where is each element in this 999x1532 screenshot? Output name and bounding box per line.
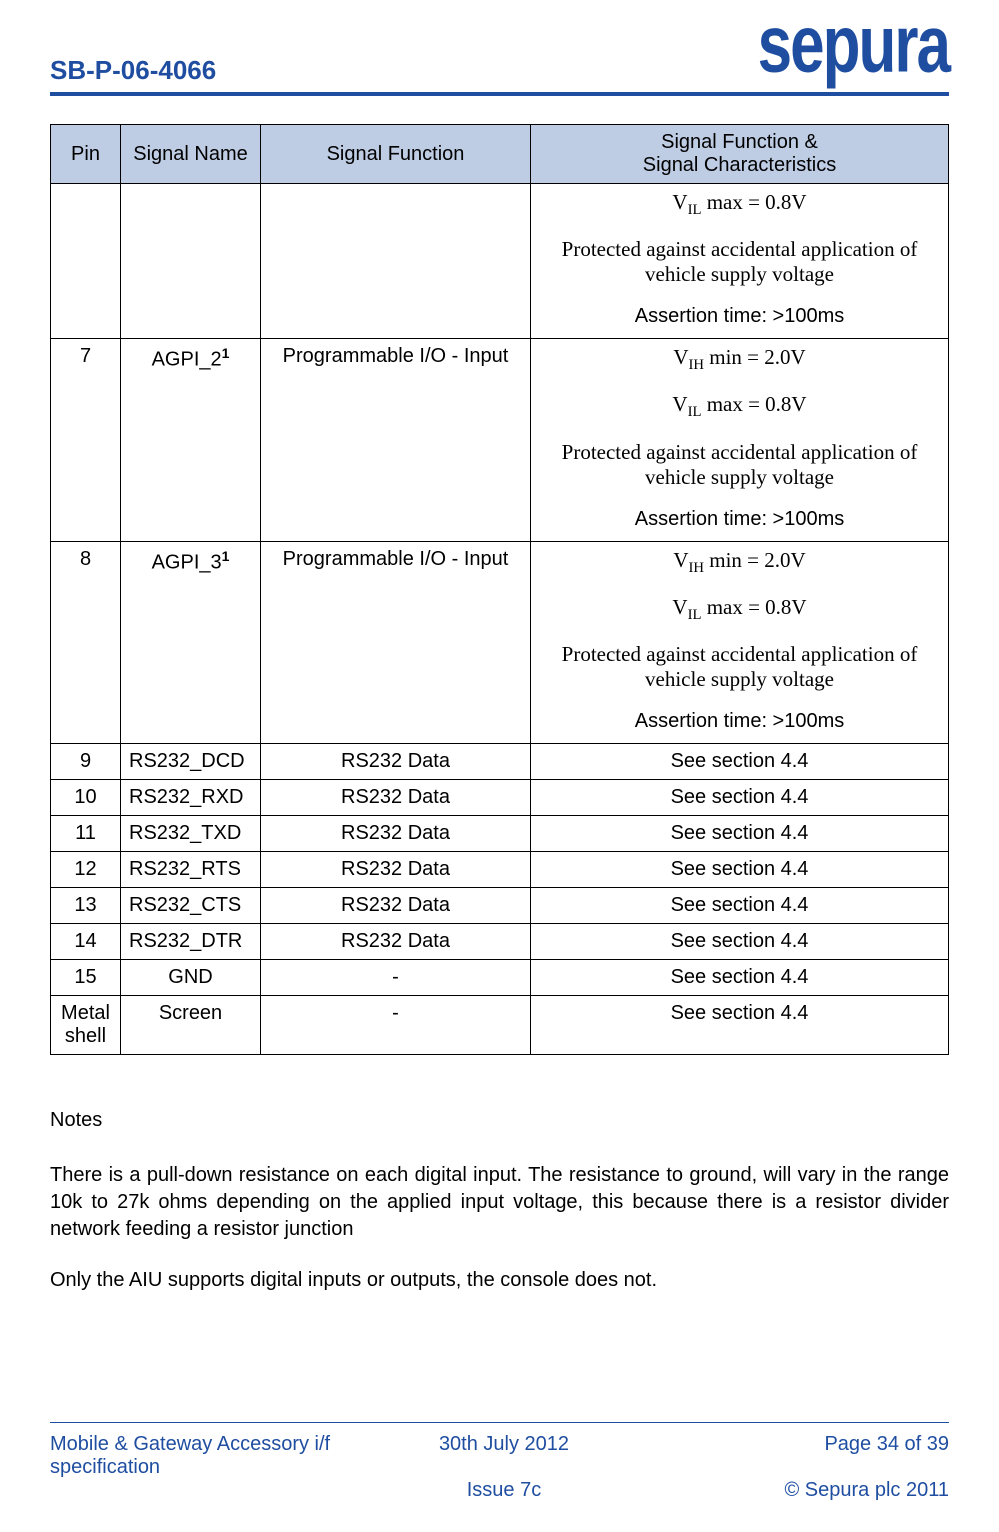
- name-cell: GND: [121, 959, 261, 995]
- name-cell: AGPI_31: [121, 541, 261, 743]
- vih-symbol: V: [673, 345, 688, 369]
- vil-rest: max = 0.8V: [701, 595, 806, 619]
- name-cell: RS232_CTS: [121, 887, 261, 923]
- name-cell: Screen: [121, 995, 261, 1054]
- func-cell: RS232 Data: [261, 743, 531, 779]
- pin-cell: 13: [51, 887, 121, 923]
- footer-left: Mobile & Gateway Accessory i/f specifica…: [50, 1433, 356, 1479]
- func-cell: Programmable I/O - Input: [261, 541, 531, 743]
- table-row: 8 AGPI_31 Programmable I/O - Input VIH m…: [51, 541, 949, 743]
- func-cell: RS232 Data: [261, 851, 531, 887]
- header: SB-P-06-4066 sepura: [50, 24, 949, 96]
- char-block: VIH min = 2.0V VIL max = 0.8V Protected …: [539, 548, 940, 733]
- footer-mid-issue: Issue 7c: [356, 1479, 653, 1502]
- pin-cell: 7: [51, 339, 121, 541]
- char-cell: See section 4.4: [531, 779, 949, 815]
- char-cell: See section 4.4: [531, 851, 949, 887]
- name-cell: RS232_TXD: [121, 815, 261, 851]
- pin-cell: Metal shell: [51, 995, 121, 1054]
- page: SB-P-06-4066 sepura Pin Signal Name Sign…: [0, 0, 999, 1532]
- char-cell: See section 4.4: [531, 995, 949, 1054]
- notes-section: Notes There is a pull-down resistance on…: [50, 1107, 949, 1318]
- vil-symbol: V: [672, 392, 687, 416]
- table-row: 14 RS232_DTR RS232 Data See section 4.4: [51, 923, 949, 959]
- table-row: 12 RS232_RTS RS232 Data See section 4.4: [51, 851, 949, 887]
- name-cell: RS232_RXD: [121, 779, 261, 815]
- signal-name: AGPI_3: [152, 551, 222, 573]
- pin-cell: 9: [51, 743, 121, 779]
- assertion-note: Assertion time: >100ms: [539, 305, 940, 328]
- brand-logo: sepura: [758, 5, 949, 86]
- table-row: 7 AGPI_21 Programmable I/O - Input VIH m…: [51, 339, 949, 541]
- footnote-ref: 1: [222, 345, 230, 361]
- vil-sub: IL: [688, 607, 702, 623]
- func-cell: -: [261, 995, 531, 1054]
- pin-cell: 10: [51, 779, 121, 815]
- char-cell: See section 4.4: [531, 815, 949, 851]
- char-cell: See section 4.4: [531, 959, 949, 995]
- func-cell: RS232 Data: [261, 815, 531, 851]
- table-row: 13 RS232_CTS RS232 Data See section 4.4: [51, 887, 949, 923]
- name-cell: RS232_DTR: [121, 923, 261, 959]
- protection-note: Protected against accidental application…: [539, 642, 940, 692]
- table-row: 10 RS232_RXD RS232 Data See section 4.4: [51, 779, 949, 815]
- vih-sub: IH: [688, 357, 704, 373]
- protection-note: Protected against accidental application…: [539, 440, 940, 490]
- name-cell: RS232_RTS: [121, 851, 261, 887]
- vil-rest: max = 0.8V: [701, 392, 806, 416]
- notes-title: Notes: [50, 1107, 949, 1134]
- footnote-ref: 1: [222, 548, 230, 564]
- signal-name: AGPI_2: [152, 349, 222, 371]
- footer-copyright: © Sepura plc 2011: [652, 1479, 949, 1502]
- name-cell: RS232_DCD: [121, 743, 261, 779]
- notes-paragraph: There is a pull-down resistance on each …: [50, 1162, 949, 1243]
- doc-code: SB-P-06-4066: [50, 55, 216, 86]
- th-pin: Pin: [51, 125, 121, 184]
- func-cell: Programmable I/O - Input: [261, 339, 531, 541]
- vih-symbol: V: [673, 548, 688, 572]
- table-row: 11 RS232_TXD RS232 Data See section 4.4: [51, 815, 949, 851]
- vil-sub: IL: [688, 405, 702, 421]
- th-char-line2: Signal Characteristics: [643, 154, 836, 176]
- table-row: 15 GND - See section 4.4: [51, 959, 949, 995]
- vil-rest: max = 0.8V: [701, 190, 806, 214]
- notes-paragraph: Only the AIU supports digital inputs or …: [50, 1267, 949, 1294]
- char-cell: See section 4.4: [531, 743, 949, 779]
- th-char-line1: Signal Function &: [661, 131, 818, 153]
- table-row: Metal shell Screen - See section 4.4: [51, 995, 949, 1054]
- pin-cell: 11: [51, 815, 121, 851]
- footer: Mobile & Gateway Accessory i/f specifica…: [50, 1422, 949, 1502]
- char-block: VIL max = 0.8V Protected against acciden…: [539, 190, 940, 328]
- char-cell: See section 4.4: [531, 923, 949, 959]
- footer-mid-date: 30th July 2012: [356, 1433, 653, 1479]
- th-func: Signal Function: [261, 125, 531, 184]
- func-cell: -: [261, 959, 531, 995]
- table-header-row: Pin Signal Name Signal Function Signal F…: [51, 125, 949, 184]
- signal-table: Pin Signal Name Signal Function Signal F…: [50, 124, 949, 1055]
- table-row: VIL max = 0.8V Protected against acciden…: [51, 184, 949, 339]
- protection-note: Protected against accidental application…: [539, 237, 940, 287]
- assertion-note: Assertion time: >100ms: [539, 508, 940, 531]
- table-row: 9 RS232_DCD RS232 Data See section 4.4: [51, 743, 949, 779]
- name-cell: AGPI_21: [121, 339, 261, 541]
- char-block: VIH min = 2.0V VIL max = 0.8V Protected …: [539, 345, 940, 530]
- func-cell: RS232 Data: [261, 923, 531, 959]
- func-cell: RS232 Data: [261, 779, 531, 815]
- vil-symbol: V: [672, 190, 687, 214]
- char-cell: See section 4.4: [531, 887, 949, 923]
- vil-sub: IL: [688, 202, 702, 218]
- assertion-note: Assertion time: >100ms: [539, 710, 940, 733]
- pin-cell: 8: [51, 541, 121, 743]
- vih-rest: min = 2.0V: [704, 548, 806, 572]
- pin-cell: 14: [51, 923, 121, 959]
- vil-symbol: V: [672, 595, 687, 619]
- th-char: Signal Function & Signal Characteristics: [531, 125, 949, 184]
- vih-sub: IH: [688, 560, 704, 576]
- pin-cell: 12: [51, 851, 121, 887]
- th-name: Signal Name: [121, 125, 261, 184]
- pin-cell: 15: [51, 959, 121, 995]
- func-cell: RS232 Data: [261, 887, 531, 923]
- footer-page: Page 34 of 39: [652, 1433, 949, 1479]
- vih-rest: min = 2.0V: [704, 345, 806, 369]
